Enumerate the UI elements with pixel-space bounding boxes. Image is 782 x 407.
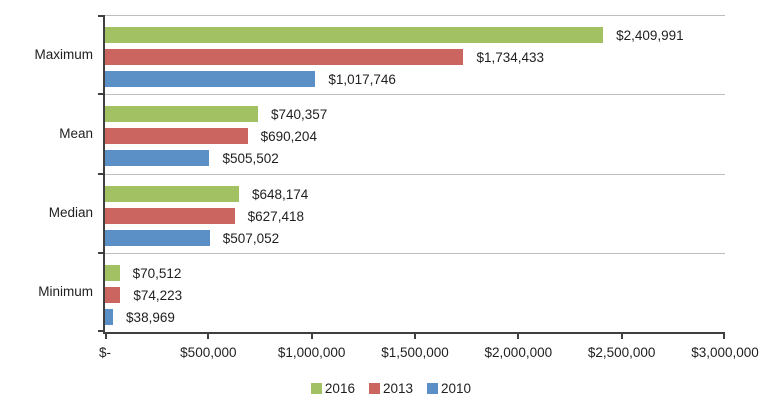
- bar-2013-maximum: [105, 49, 464, 65]
- x-axis-tick: [105, 332, 107, 339]
- legend-label-2016: 2016: [324, 381, 355, 396]
- legend: 2016 2013 2010: [0, 381, 782, 396]
- x-tick-label: $2,000,000: [484, 345, 553, 360]
- bar-value-label: $70,512: [132, 265, 182, 281]
- category-gridline: [105, 173, 725, 175]
- x-tick-label: $2,500,000: [587, 345, 656, 360]
- bar-value-label: $2,409,991: [616, 28, 684, 43]
- category-label-minimum: Minimum: [38, 284, 93, 300]
- bar-value-label: $690,204: [260, 129, 317, 145]
- bar-value-label: $648,174: [251, 186, 309, 202]
- x-tick-label: $500,000: [180, 345, 237, 360]
- legend-swatch-2013: [368, 383, 380, 394]
- x-tick-label: $1,000,000: [277, 345, 346, 360]
- bar-value-label: $74,223: [133, 287, 183, 303]
- x-axis-tick: [517, 332, 520, 339]
- bar-2010-maximum: [105, 71, 316, 87]
- x-axis-tick: [723, 332, 725, 339]
- category-gridline: [105, 15, 725, 16]
- bar-value-label: $740,357: [271, 107, 328, 123]
- x-tick-label: $1,500,000: [381, 345, 449, 360]
- legend-swatch-2010: [427, 383, 439, 394]
- legend-item-2010: 2010: [427, 381, 471, 396]
- category-label-median: Median: [48, 205, 93, 221]
- bar-2016-maximum: [105, 27, 604, 43]
- category-label-mean: Mean: [59, 125, 93, 141]
- category-label-maximum: Maximum: [34, 46, 93, 62]
- bar-value-label: $1,017,746: [328, 72, 396, 87]
- bar-2010-minimum: [105, 308, 114, 325]
- y-axis-tick: [98, 172, 103, 175]
- y-axis-tick: [98, 251, 103, 254]
- x-tick-label: $3,000,000: [691, 345, 759, 360]
- x-axis-tick: [207, 332, 210, 339]
- bar-2010-mean: [105, 150, 210, 167]
- plot-area: $2,409,991 $1,734,433 $1,017,746 $740,357 $6…: [98, 15, 725, 339]
- legend-item-2013: 2013: [368, 381, 414, 396]
- legend-label-2010: 2010: [441, 381, 472, 396]
- bar-value-label: $505,502: [222, 151, 279, 167]
- bar-value-label: $507,052: [222, 230, 280, 246]
- x-axis-tick: [620, 332, 623, 339]
- bar-2016-mean: [105, 106, 258, 123]
- bar-2013-mean: [105, 128, 248, 145]
- y-axis-tick: [98, 330, 103, 332]
- bar-2013-median: [105, 207, 235, 224]
- x-tick-label: $-: [98, 345, 111, 360]
- x-axis-tick: [310, 332, 313, 339]
- legend-label-2013: 2013: [382, 381, 414, 396]
- legend-swatch-2016: [310, 383, 322, 394]
- category-gridline: [105, 252, 725, 254]
- bar-2013-minimum: [105, 286, 121, 303]
- y-axis-tick: [98, 93, 103, 96]
- bar-value-label: $1,734,433: [476, 50, 545, 65]
- bar-2016-median: [105, 185, 239, 202]
- bar-value-label: $38,969: [126, 309, 175, 325]
- y-axis-tick: [98, 15, 103, 17]
- x-axis-tick: [414, 332, 416, 339]
- bar-2010-median: [105, 229, 210, 246]
- legend-item-2016: 2016: [310, 381, 355, 396]
- category-gridline: [105, 94, 725, 96]
- bar-value-label: $627,418: [247, 208, 304, 224]
- bar-2016-minimum: [105, 264, 120, 281]
